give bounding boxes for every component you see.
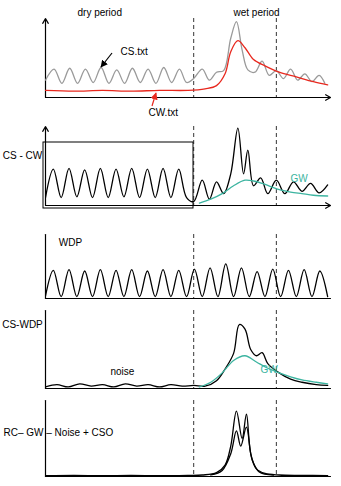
svg-text:WDP: WDP bbox=[59, 237, 83, 248]
svg-text:CS - CW: CS - CW bbox=[3, 150, 43, 161]
svg-text:dry period: dry period bbox=[78, 7, 122, 18]
svg-text:RC– GW – Noise + CSO: RC– GW – Noise + CSO bbox=[4, 427, 114, 438]
svg-text:CW.txt: CW.txt bbox=[149, 107, 179, 118]
svg-text:GW: GW bbox=[261, 364, 279, 375]
svg-text:CS.txt: CS.txt bbox=[121, 46, 148, 57]
svg-text:CS-WDP: CS-WDP bbox=[2, 319, 43, 330]
svg-text:wet period: wet period bbox=[233, 7, 280, 18]
svg-text:noise: noise bbox=[111, 366, 135, 377]
svg-text:GW: GW bbox=[291, 173, 309, 184]
